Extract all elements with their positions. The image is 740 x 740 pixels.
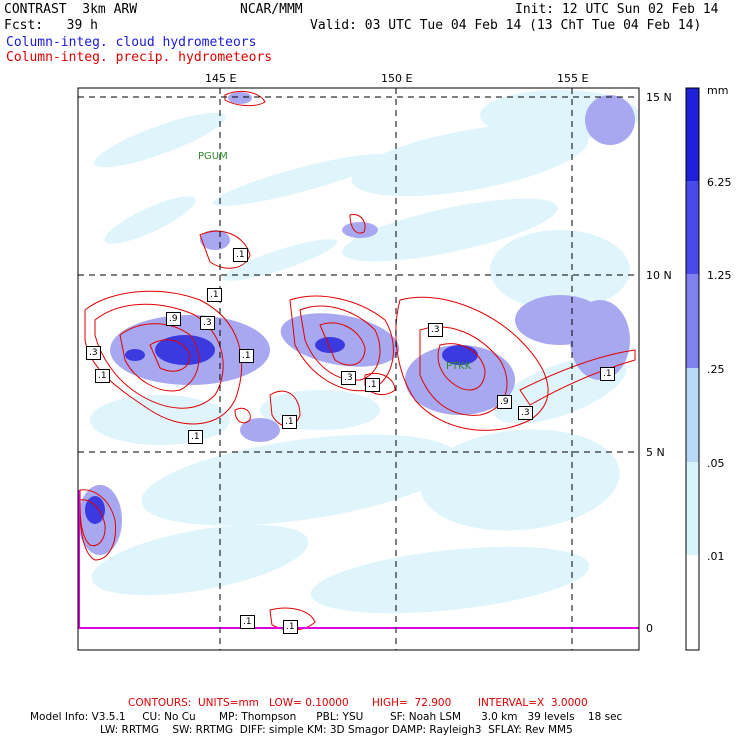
contour-value-label: .1 [365, 378, 380, 392]
contour-value-label: .3 [518, 406, 533, 420]
contour-value-label: .1 [600, 367, 615, 381]
contour-value-label: .3 [428, 323, 443, 337]
field-precip-label: Column-integ. precip. hydrometeors [6, 50, 273, 65]
colorbar-label-.05: .05 [707, 457, 725, 470]
lat-label-5n: 5 N [646, 446, 665, 459]
colorbar-segment-2 [686, 181, 699, 274]
model-info-physics: LW: RRTMG SW: RRTMG DIFF: simple KM: 3D … [100, 724, 573, 736]
colorbar-label-.01: .01 [707, 550, 725, 563]
model-info: Model Info: V3.5.1 CU: No Cu MP: Thompso… [30, 711, 623, 723]
station-pgum: PGUM [198, 151, 228, 162]
contour-value-label: .1 [95, 369, 110, 383]
init-time: Init: 12 UTC Sun 02 Feb 14 [515, 2, 719, 17]
contour-value-label: .3 [341, 371, 356, 385]
lat-label-15n: 15 N [646, 91, 672, 104]
contour-value-label: .3 [200, 316, 215, 330]
colorbar-frame [685, 87, 700, 651]
colorbar-segment-1 [686, 88, 699, 181]
contour-value-label: .1 [282, 415, 297, 429]
valid-time: Valid: 03 UTC Tue 04 Feb 14 (13 ChT Tue … [310, 18, 702, 33]
organization: NCAR/MMM [240, 2, 303, 17]
contour-value-label: .9 [497, 395, 512, 409]
colorbar-segment-5 [686, 462, 699, 555]
colorbar-label-6.25: 6.25 [707, 176, 732, 189]
lon-label-155: 155 E [557, 72, 589, 85]
grid-lines [78, 88, 639, 650]
map-frame [77, 87, 640, 651]
contour-value-label: .9 [166, 312, 181, 326]
colorbar [685, 87, 700, 651]
forecast-hour: Fcst: 39 h [4, 18, 98, 33]
colorbar-segment-3 [686, 274, 699, 368]
lat-label-0: 0 [646, 622, 653, 635]
contour-value-label: .1 [188, 430, 203, 444]
contour-value-label: .3 [86, 346, 101, 360]
contours-info: CONTOURS: UNITS=mm LOW= 0.10000 HIGH= 72… [128, 697, 588, 709]
contour-value-label: .1 [283, 620, 298, 634]
colorbar-label-1.25: 1.25 [707, 269, 732, 282]
model-title: CONTRAST 3km ARW [4, 2, 138, 17]
colorbar-label-.25: .25 [707, 363, 725, 376]
colorbar-segment-6 [686, 555, 699, 650]
lon-label-150: 150 E [381, 72, 413, 85]
contour-value-label: .1 [207, 288, 222, 302]
field-cloud-label: Column-integ. cloud hydrometeors [6, 35, 257, 50]
colorbar-unit: mm [707, 84, 729, 97]
contour-value-label: .1 [240, 615, 255, 629]
contour-value-label: .1 [239, 349, 254, 363]
lon-label-145: 145 E [205, 72, 237, 85]
contour-value-label: .1 [233, 248, 248, 262]
precip-contours [79, 91, 636, 631]
colorbar-segment-4 [686, 368, 699, 462]
lat-label-10n: 10 N [646, 269, 672, 282]
station-ptkk: PTKK [446, 361, 472, 372]
